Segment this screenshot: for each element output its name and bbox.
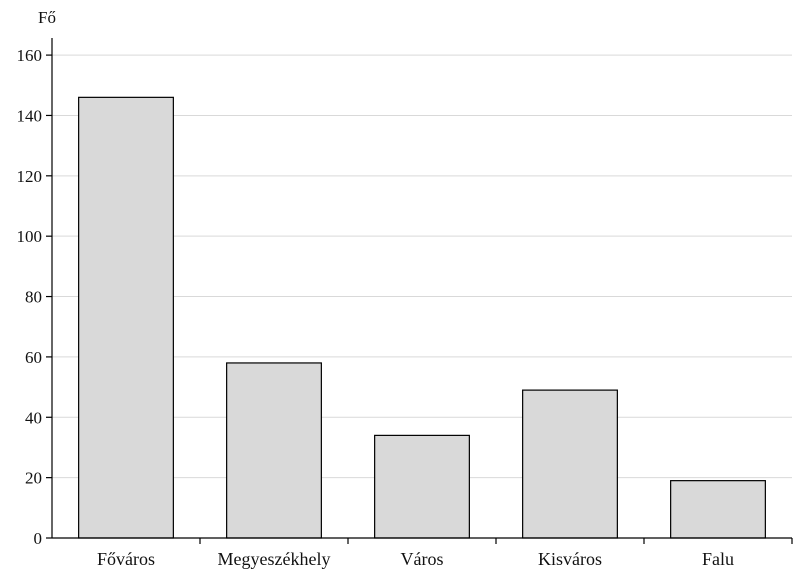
x-tick-label: Város [401, 549, 444, 569]
bar [670, 480, 766, 539]
x-tick-label: Kisváros [538, 549, 602, 569]
y-tick-label: 140 [17, 106, 43, 125]
y-tick-label: 60 [25, 348, 42, 367]
bar [374, 434, 470, 539]
y-ticks: 0 20 40 60 80 100 120 140 160 [17, 46, 52, 548]
x-tick-label: Megyeszékhely [218, 549, 331, 569]
y-tick-label: 160 [17, 46, 43, 65]
bar [226, 362, 322, 539]
x-tick-label: Főváros [97, 549, 155, 569]
x-ticks: Főváros Megyeszékhely Város Kisváros Falu [97, 538, 793, 569]
axes [51, 38, 792, 539]
x-tick-label: Falu [702, 549, 734, 569]
y-tick-label: 0 [34, 529, 43, 548]
bar [78, 96, 174, 539]
y-tick-label: 120 [17, 167, 43, 186]
bars [78, 96, 766, 539]
grid-lines [52, 54, 792, 479]
y-tick-label: 40 [25, 408, 42, 427]
y-tick-label: 80 [25, 288, 42, 307]
bar [522, 389, 618, 539]
y-tick-label: 100 [17, 227, 43, 246]
y-axis-label: Fő [38, 8, 56, 27]
y-tick-label: 20 [25, 469, 42, 488]
